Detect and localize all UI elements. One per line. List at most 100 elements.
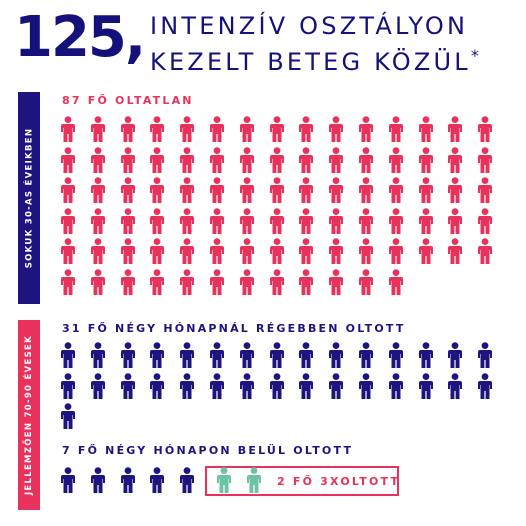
person-icon — [90, 238, 106, 265]
person-icon — [149, 177, 165, 204]
person-icon — [60, 116, 76, 143]
person-icon — [239, 268, 255, 296]
person-icon — [120, 467, 136, 494]
person-icon — [120, 342, 136, 369]
person-icon — [90, 372, 106, 400]
person-icon — [60, 146, 76, 174]
person-icon — [358, 207, 374, 235]
person-icon — [269, 146, 285, 174]
person-icon — [209, 177, 225, 204]
person-icon — [216, 467, 232, 494]
person-icon — [269, 342, 285, 369]
person-icon — [90, 177, 106, 204]
person-icon — [60, 238, 76, 265]
person-icon — [90, 467, 106, 494]
person-icon — [149, 268, 165, 296]
person-icon — [358, 372, 374, 400]
person-icon — [269, 116, 285, 143]
person-icon — [447, 116, 463, 143]
person-icon — [447, 207, 463, 235]
person-icon — [120, 207, 136, 235]
person-icon — [239, 342, 255, 369]
person-icon — [358, 146, 374, 174]
person-icon — [90, 146, 106, 174]
person-icon — [477, 238, 493, 265]
person-icon — [418, 116, 434, 143]
person-icon — [120, 268, 136, 296]
headline-line-1-text: INTENZÍV OSZTÁLYON — [150, 12, 469, 40]
person-icon — [298, 342, 314, 369]
headline-line-2-text: KEZELT BETEG KÖZÜL — [150, 48, 471, 76]
person-icon — [298, 372, 314, 400]
person-icon — [358, 238, 374, 265]
person-icon — [477, 342, 493, 369]
person-icon — [418, 238, 434, 265]
sidebar-age-70-90: JELLEMZŐEN 70-90 ÉVESEK — [18, 320, 40, 510]
person-icon — [239, 207, 255, 235]
person-icon — [120, 177, 136, 204]
person-icon — [269, 268, 285, 296]
person-icon — [477, 146, 493, 174]
person-icon — [328, 342, 344, 369]
person-icon — [447, 342, 463, 369]
person-icon — [149, 116, 165, 143]
person-icon — [90, 268, 106, 296]
person-icon — [447, 372, 463, 400]
person-icon — [328, 268, 344, 296]
person-icon — [298, 116, 314, 143]
person-icon — [477, 207, 493, 235]
person-icon — [209, 238, 225, 265]
person-icon — [90, 116, 106, 143]
person-icon — [447, 177, 463, 204]
person-icon — [358, 116, 374, 143]
person-icon — [358, 342, 374, 369]
person-icon — [388, 268, 404, 296]
person-icon — [239, 116, 255, 143]
boosted-box: 2 FŐ 3XOLTOTT — [205, 466, 399, 496]
person-icon — [60, 177, 76, 204]
person-icon — [179, 177, 195, 204]
person-icon — [149, 207, 165, 235]
person-icon — [328, 116, 344, 143]
person-icon — [298, 238, 314, 265]
person-icon — [358, 268, 374, 296]
unvaccinated-label: 87 FŐ OLTATLAN — [62, 94, 194, 107]
person-icon — [239, 372, 255, 400]
person-icon — [120, 116, 136, 143]
person-icon — [328, 177, 344, 204]
person-icon — [388, 207, 404, 235]
person-icon — [90, 207, 106, 235]
person-icon — [418, 146, 434, 174]
person-icon — [209, 342, 225, 369]
person-icon — [298, 177, 314, 204]
person-icon — [388, 116, 404, 143]
person-icon — [209, 268, 225, 296]
person-icon — [120, 372, 136, 400]
person-icon — [328, 146, 344, 174]
person-icon — [60, 372, 76, 400]
person-icon — [60, 403, 76, 430]
person-icon — [149, 146, 165, 174]
person-icon — [298, 268, 314, 296]
person-icon — [209, 146, 225, 174]
person-icon — [269, 372, 285, 400]
person-icon — [60, 342, 76, 369]
recent-vaccinated-label: 7 FŐ NÉGY HÓNAPON BELÜL OLTOTT — [62, 444, 354, 457]
person-icon — [239, 177, 255, 204]
person-icon — [269, 177, 285, 204]
person-icon — [90, 342, 106, 369]
boosted-label: 2 FŐ 3XOLTOTT — [277, 475, 401, 488]
person-icon — [60, 207, 76, 235]
sidebar-age-70-90-label: JELLEMZŐEN 70-90 ÉVESEK — [24, 334, 34, 496]
person-icon — [477, 116, 493, 143]
headline-line-2: KEZELT BETEG KÖZÜL* — [150, 42, 479, 76]
person-icon — [328, 372, 344, 400]
person-icon — [269, 238, 285, 265]
person-icon — [388, 177, 404, 204]
person-icon — [246, 467, 262, 494]
person-icon — [149, 467, 165, 494]
person-icon — [179, 372, 195, 400]
person-icon — [388, 238, 404, 265]
person-icon — [60, 268, 76, 296]
person-icon — [328, 207, 344, 235]
